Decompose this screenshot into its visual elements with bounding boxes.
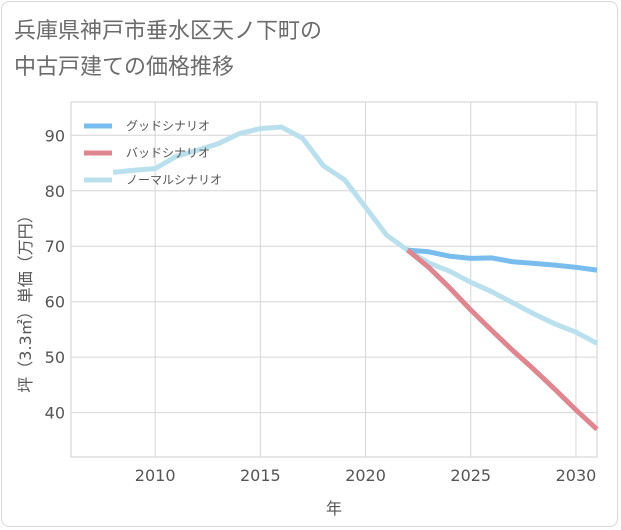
series-line-1 [406, 248, 599, 432]
chart-title-line-2: 中古戸建ての価格推移 [14, 55, 235, 80]
chart-title-line-1: 兵庫県神戸市垂水区天ノ下町の [14, 19, 323, 44]
y-tick-label-60: 60 [45, 293, 65, 312]
y-tick-label-80: 80 [45, 182, 65, 201]
x-tick-label-2025: 2025 [450, 466, 491, 485]
y-tick-label-90: 90 [45, 126, 65, 145]
legend-label-2: ノーマルシナリオ [126, 173, 222, 187]
x-tick-label-2015: 2015 [240, 466, 281, 485]
series-line-2 [112, 124, 599, 346]
y-axis-label: 坪（3.3㎡）単価（万円） [16, 207, 35, 392]
y-tick-label-70: 70 [45, 237, 65, 256]
series-line-0 [407, 247, 598, 273]
legend-label-1: バッドシナリオ [126, 146, 210, 160]
y-tick-label-50: 50 [45, 348, 65, 367]
plot-area [70, 101, 598, 458]
y-tick-label-40: 40 [45, 404, 65, 423]
legend-label-0: グッドシナリオ [126, 119, 210, 133]
series-layer [112, 124, 599, 432]
chart-title: 兵庫県神戸市垂水区天ノ下町の 中古戸建ての価格推移 [14, 14, 574, 86]
x-tick-label-2030: 2030 [556, 466, 597, 485]
x-tick-label-2020: 2020 [345, 466, 386, 485]
tick-labels: 40 50 60 70 80 90 2010 2015 2020 2025 2030 [45, 126, 597, 485]
x-tick-label-2010: 2010 [135, 466, 176, 485]
x-axis-label: 年 [326, 499, 342, 518]
